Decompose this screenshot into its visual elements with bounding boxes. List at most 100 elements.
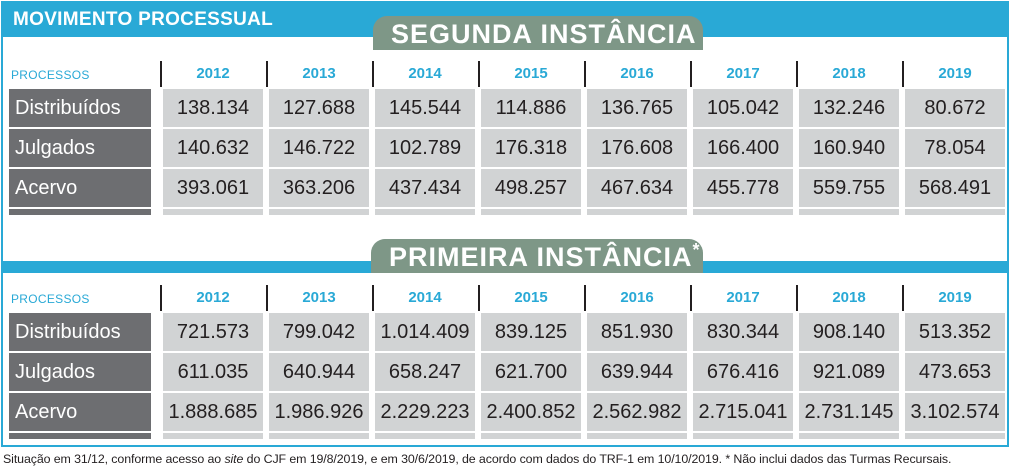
cell-footer (693, 433, 793, 439)
table-cell: 132.246 (799, 89, 899, 127)
table-cell: 140.632 (163, 129, 263, 167)
banner-segunda-instancia: SEGUNDA INSTÂNCIA (373, 16, 703, 50)
table-cell: 145.544 (375, 89, 475, 127)
cell-footer (375, 209, 475, 215)
row-label: Distribuídos (9, 89, 151, 127)
cell-footer (163, 433, 263, 439)
table-cell: 467.634 (587, 169, 687, 207)
banner-mark: * (692, 240, 701, 260)
column-divider (902, 285, 904, 311)
footnote-text-cont: do CJF em 19/8/2019, e em 30/6/2019, de … (243, 452, 952, 466)
cell-footer (163, 209, 263, 215)
column-divider (796, 61, 798, 87)
cell-footer (375, 433, 475, 439)
table-cell: 146.722 (269, 129, 369, 167)
table-cell: 658.247 (375, 353, 475, 391)
banner-title: SEGUNDA INSTÂNCIA (391, 19, 697, 49)
table-cell: 721.573 (163, 313, 263, 351)
column-divider (478, 61, 480, 87)
table-cell: 105.042 (693, 89, 793, 127)
year-header: 2016 (620, 289, 654, 306)
table-cell: 166.400 (693, 129, 793, 167)
column-divider (690, 285, 692, 311)
processos-label: PROCESSOS (11, 68, 90, 82)
table-cell: 473.653 (905, 353, 1005, 391)
year-header: 2015 (514, 65, 548, 82)
cell-footer (587, 209, 687, 215)
year-header: 2015 (514, 289, 548, 306)
year-header: 2013 (302, 289, 336, 306)
column-divider (478, 285, 480, 311)
table-cell: 2.715.041 (693, 393, 793, 431)
table-cell: 393.061 (163, 169, 263, 207)
table-cell: 102.789 (375, 129, 475, 167)
row-label: Distribuídos (9, 313, 151, 351)
row-label-footer (9, 209, 151, 215)
year-header: 2018 (832, 289, 866, 306)
table-cell: 921.089 (799, 353, 899, 391)
banner-title: PRIMEIRA INSTÂNCIA (389, 242, 693, 272)
table-cell: 839.125 (481, 313, 581, 351)
row-label-footer (9, 433, 151, 439)
table-cell: 621.700 (481, 353, 581, 391)
year-header: 2016 (620, 65, 654, 82)
table-cell: 138.134 (163, 89, 263, 127)
column-divider (372, 61, 374, 87)
column-divider (266, 61, 268, 87)
cell-footer (905, 209, 1005, 215)
table-cell: 799.042 (269, 313, 369, 351)
table-cell: 611.035 (163, 353, 263, 391)
table-cell: 1.888.685 (163, 393, 263, 431)
table-cell: 851.930 (587, 313, 687, 351)
table-cell: 830.344 (693, 313, 793, 351)
table-cell: 78.054 (905, 129, 1005, 167)
column-divider (584, 61, 586, 87)
footnote-text: Situação em 31/12, conforme acesso ao (3, 452, 225, 466)
column-divider (266, 285, 268, 311)
table-cell: 676.416 (693, 353, 793, 391)
year-header: 2019 (938, 65, 972, 82)
table-cell: 136.765 (587, 89, 687, 127)
table-cell: 363.206 (269, 169, 369, 207)
table-cell: 80.672 (905, 89, 1005, 127)
table-cell: 513.352 (905, 313, 1005, 351)
table-cell: 114.886 (481, 89, 581, 127)
column-divider (796, 285, 798, 311)
cell-footer (905, 433, 1005, 439)
table-cell: 2.731.145 (799, 393, 899, 431)
column-divider (584, 285, 586, 311)
row-label: Acervo (9, 393, 151, 431)
table-cell: 1.986.926 (269, 393, 369, 431)
table-cell: 160.940 (799, 129, 899, 167)
column-divider (690, 61, 692, 87)
cell-footer (481, 209, 581, 215)
row-label: Julgados (9, 129, 151, 167)
banner-primeira-instancia: PRIMEIRA INSTÂNCIA* (371, 239, 703, 273)
year-header: 2017 (726, 289, 760, 306)
table-cell: 3.102.574 (905, 393, 1005, 431)
year-header: 2012 (196, 65, 230, 82)
table-cell: 640.944 (269, 353, 369, 391)
table-cell: 568.491 (905, 169, 1005, 207)
table-cell: 498.257 (481, 169, 581, 207)
processos-label: PROCESSOS (11, 292, 90, 306)
table-cell: 908.140 (799, 313, 899, 351)
table-cell: 559.755 (799, 169, 899, 207)
table-frame: MOVIMENTO PROCESSUAL SEGUNDA INSTÂNCIA P… (1, 1, 1009, 447)
table-cell: 455.778 (693, 169, 793, 207)
table-cell: 127.688 (269, 89, 369, 127)
table-cell: 1.014.409 (375, 313, 475, 351)
cell-footer (799, 209, 899, 215)
table-cell: 2.400.852 (481, 393, 581, 431)
year-header: 2019 (938, 289, 972, 306)
cell-footer (587, 433, 687, 439)
row-label: Acervo (9, 169, 151, 207)
column-divider (160, 61, 162, 87)
table-cell: 176.318 (481, 129, 581, 167)
cell-footer (799, 433, 899, 439)
year-header: 2012 (196, 289, 230, 306)
table-cell: 2.229.223 (375, 393, 475, 431)
footnote-italic: site (224, 452, 244, 466)
row-label: Julgados (9, 353, 151, 391)
column-divider (902, 61, 904, 87)
